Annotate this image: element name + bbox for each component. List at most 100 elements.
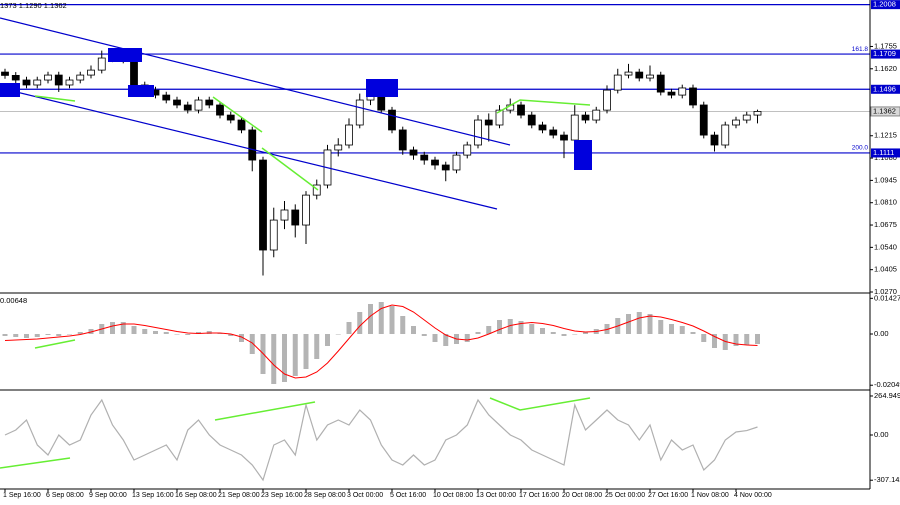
candle-body [538,124,547,131]
candle-body [742,114,751,121]
level-label-box [871,84,900,94]
y-tick-label: 1.0945 [874,175,897,184]
divergence-line [212,96,263,133]
candle-body [549,129,558,136]
macd-bar [400,316,406,334]
candle-body [699,104,708,136]
macd-bar [357,312,363,334]
macd-bar [131,326,137,334]
candle-body [388,109,396,131]
candle-body [312,184,321,196]
candle-body [291,209,300,226]
candle-body [216,104,224,116]
macd-bar [142,329,148,334]
candle-body [592,109,601,121]
level-label: 1.1111 [873,148,894,157]
candle-body [248,129,257,161]
candle-body [753,111,762,116]
macd-bar [368,304,373,334]
macd-bar [507,319,513,334]
level-label-box [871,148,900,158]
candle-body [635,71,644,79]
macd-bar [292,334,298,376]
candle-body [194,99,203,111]
divergence-line [496,99,591,114]
candle-body [76,74,85,81]
y-tick-label: 264.9492 [874,391,900,400]
level-label: 1.2008 [873,0,896,9]
y-tick-label: -0.02049 [874,380,900,389]
y-tick-label: 1.1215 [874,131,897,140]
candle-body [130,59,138,86]
macd-bar [67,334,72,335]
macd-bar [529,324,535,334]
macd-bar [56,334,62,336]
macd-bar [669,324,674,334]
candle-body [517,104,525,116]
y-tick-label: 1.0405 [874,265,897,274]
candle-body [646,74,654,79]
macd-bar [679,326,685,334]
candle-body [377,94,386,111]
x-tick-label: 4 Nov 00:00 [734,492,772,499]
candle-body [656,74,665,93]
candle-body [603,89,611,111]
macd-readout: 0.00648 [0,296,27,305]
divergence-line [34,95,76,102]
macd-bar [271,334,277,384]
annotations [0,0,871,490]
y-tick-label: 1.0810 [874,198,897,207]
candle-body [44,74,52,81]
macd-bar [411,326,416,334]
x-tick-label: 3 Oct 00:00 [347,492,383,499]
macd-bar [572,334,578,335]
signal-line [4,304,758,379]
macd-bar [153,331,158,334]
candle-body [474,119,482,146]
ohlc-readout: 1373 1.1290 1.1362 [0,1,67,10]
y-tick-label: 0.00 [874,430,889,439]
macd-bar [228,334,234,336]
highlight-box [0,83,20,97]
macd-bar [561,334,567,336]
x-tick-label: 21 Sep 08:00 [218,492,260,499]
macd-bar [701,334,707,342]
candle-body [431,159,439,166]
candle-body [162,94,171,101]
macd-bar [206,331,212,334]
macd-bar [755,334,760,344]
candle-body [398,129,407,151]
candle-body [259,159,267,251]
x-tick-label: 10 Oct 08:00 [433,492,473,499]
candle-body [732,119,740,126]
candle-body [613,74,622,91]
macd-bar [282,334,287,382]
macd-bar [583,332,588,334]
y-tick-label: 1.0270 [874,287,897,296]
candle-body [667,91,676,96]
y-tick-label: 0.00 [874,329,889,338]
candle-body [678,87,687,96]
candle-body [183,104,192,111]
candle-body [721,124,730,146]
y-tick-label: 1.0675 [874,220,897,229]
macd-bar [77,332,83,334]
last-price-box [870,106,900,117]
channel-upper [0,17,511,146]
divergence-line [214,401,316,421]
macd-bar [518,321,524,334]
candle-body [495,109,504,126]
fib-label: 200.0 [852,145,869,152]
marks [0,4,873,492]
divergence-line [489,397,591,411]
divergence-line [34,339,76,349]
cci-line [4,398,758,482]
macd-bar [378,302,384,334]
candle-body [226,114,235,121]
candle-body [65,79,74,86]
candle-body [560,134,568,141]
candle-body [624,71,633,76]
